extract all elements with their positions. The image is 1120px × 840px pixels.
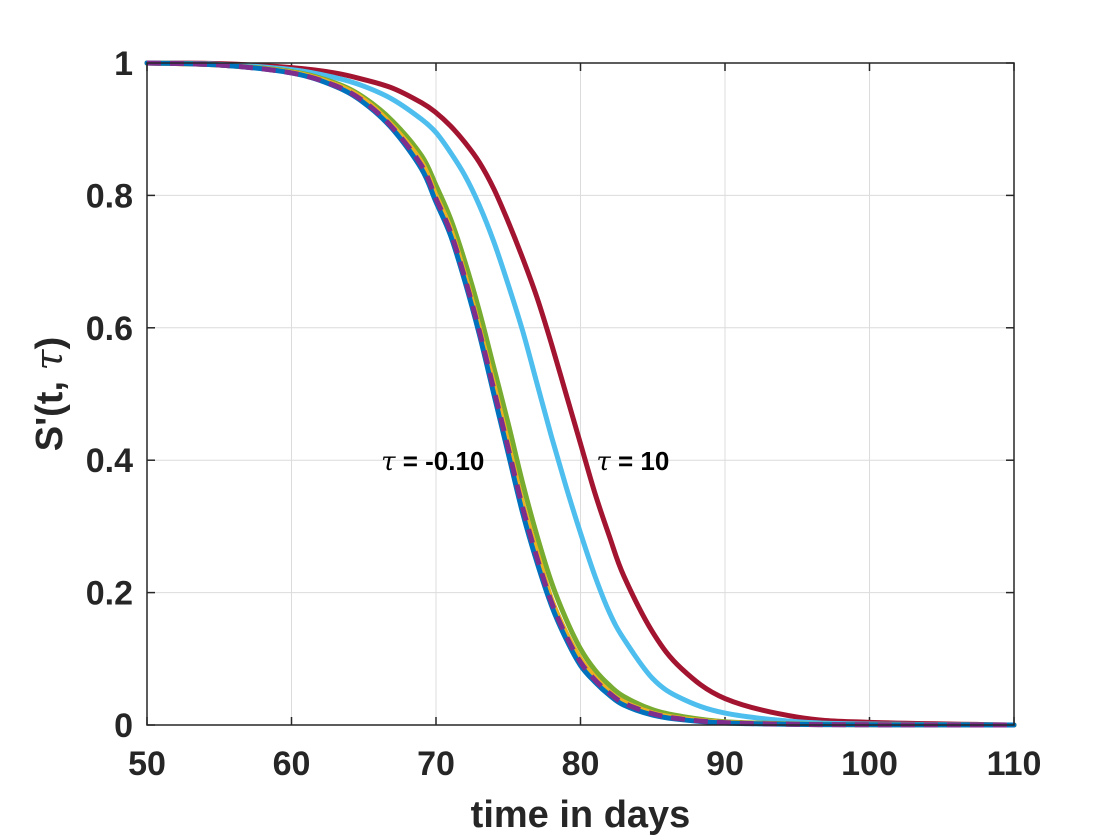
y-tick-label: 0.6 (86, 310, 133, 348)
y-tick-label: 1 (114, 45, 133, 83)
annotations: τ = -0.10 τ = 10 (381, 446, 669, 477)
y-axis-label-main: S'(t, (29, 370, 71, 451)
tick-labels: 50 60 70 80 90 100 110 0 0.2 0.4 0.6 0.8 1 (86, 45, 1042, 783)
axes-box (146, 62, 1015, 726)
y-axis-label-close: ) (29, 337, 71, 350)
y-axis-label: S'(t, τ) (27, 337, 71, 452)
x-axis-label: time in days (471, 794, 691, 836)
x-tick-label: 80 (562, 745, 600, 783)
series-line-6 (144, 60, 1017, 728)
annotation-1: τ = -0.10 (381, 446, 484, 477)
y-tick-label: 0.4 (86, 442, 133, 480)
y-tick-label: 0.8 (86, 177, 133, 215)
series-layer (144, 60, 1017, 728)
x-tick-label: 110 (987, 745, 1042, 783)
y-tick-label: 0.2 (86, 575, 133, 613)
annotation-symbol: τ (596, 447, 611, 477)
x-tick-label: 100 (841, 745, 898, 783)
annotation-text: = 10 (611, 446, 670, 476)
y-tick-label: 0 (114, 707, 133, 745)
annotation-symbol: τ (381, 447, 396, 477)
x-tick-label: 90 (706, 745, 744, 783)
x-tick-label: 60 (273, 745, 311, 783)
x-tick-label: 50 (128, 745, 166, 783)
series-line-4 (146, 60, 1015, 728)
series-line-5 (144, 60, 1017, 728)
y-axis-label-symbol: τ (27, 348, 71, 370)
annotation-text: = -0.10 (395, 446, 484, 476)
x-tick-label: 70 (417, 745, 455, 783)
annotation-2: τ = 10 (596, 446, 669, 477)
